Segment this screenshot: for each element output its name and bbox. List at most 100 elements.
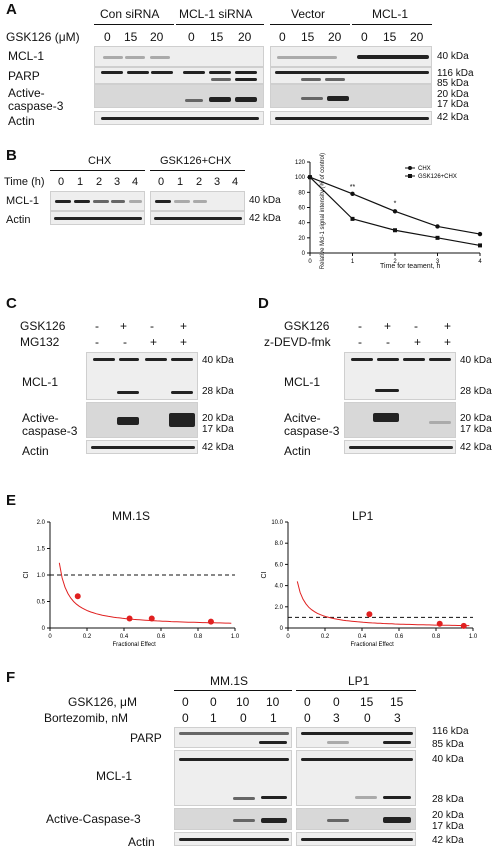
y-tick-label: 80 xyxy=(298,190,305,196)
blot-f-lp1-actin xyxy=(296,832,416,846)
row-label-parp: PARP xyxy=(130,731,162,745)
blot-c-caspase3 xyxy=(86,402,198,438)
dose-label: 20 xyxy=(238,30,252,44)
time-value: 3 xyxy=(214,176,221,188)
marker-28: 28 kDa xyxy=(202,386,234,397)
marker-42: 42 kDa xyxy=(249,213,281,224)
zdevd-label: z-DEVD-fmk xyxy=(264,335,331,349)
x-tick-label: 1.0 xyxy=(231,634,240,640)
bort-dose: 3 xyxy=(394,711,401,725)
marker-42: 42 kDa xyxy=(437,112,469,123)
x-tick-label: 0.6 xyxy=(395,634,404,640)
y-tick-label: 0 xyxy=(280,626,284,632)
gsk126-label: GSK126 xyxy=(284,319,330,333)
gsk-label: GSK126, μM xyxy=(68,695,137,709)
sign: + xyxy=(150,335,158,349)
x-tick-label: 0 xyxy=(48,634,52,640)
marker-28: 28 kDa xyxy=(460,386,492,397)
row-label-mcl1: MCL-1 xyxy=(284,375,321,389)
legend-label: CHX xyxy=(418,166,431,172)
x-tick-label: 0.2 xyxy=(321,634,330,640)
panel-a-label: A xyxy=(6,1,17,18)
dose-label: 0 xyxy=(188,30,195,44)
row-label-active: Active- xyxy=(8,86,45,100)
dose-label: 15 xyxy=(301,30,315,44)
sign: - xyxy=(95,335,99,349)
row-label-active-caspase3: Active-Caspase-3 xyxy=(46,812,141,826)
x-tick-label: 0 xyxy=(286,634,290,640)
blot-d-mcl1 xyxy=(344,352,456,400)
row-label-caspase3: caspase-3 xyxy=(22,424,78,438)
significance-annotation: * xyxy=(394,200,397,207)
data-point xyxy=(350,191,355,197)
row-label-actin: Actin xyxy=(128,835,155,849)
x-axis-label: Fractional Effect xyxy=(113,642,157,648)
data-point xyxy=(350,216,355,221)
ci-point xyxy=(148,615,155,622)
x-tick-label: 0.4 xyxy=(120,634,129,640)
group-underline xyxy=(270,24,350,25)
dose-label: 0 xyxy=(104,30,111,44)
x-tick-label: 3 xyxy=(436,259,440,265)
gsk-dose: 10 xyxy=(236,695,250,709)
legend-marker xyxy=(408,174,412,178)
marker-40: 40 kDa xyxy=(432,754,464,765)
ci-point xyxy=(74,593,81,600)
blot-f-mm1s-mcl1 xyxy=(174,750,292,806)
bort-dose: 3 xyxy=(333,711,340,725)
dose-label: 20 xyxy=(328,30,342,44)
blot-a-right-mcl1 xyxy=(270,46,432,67)
x-tick-label: 0.8 xyxy=(194,634,203,640)
marker-42: 42 kDa xyxy=(432,835,464,846)
group-underline xyxy=(174,690,292,691)
dose-label: 20 xyxy=(410,30,424,44)
row-label-actin: Actin xyxy=(284,444,311,458)
marker-42: 42 kDa xyxy=(202,442,234,453)
bort-dose: 0 xyxy=(240,711,247,725)
group-underline xyxy=(296,690,416,691)
blot-f-mm1s-actin xyxy=(174,832,292,846)
ci-point xyxy=(207,618,214,625)
blot-b-gsk-mcl1 xyxy=(150,191,245,211)
time-value: 1 xyxy=(77,176,84,188)
dose-label: 0 xyxy=(361,30,368,44)
data-point xyxy=(393,228,397,233)
y-tick-label: 1.5 xyxy=(37,547,46,553)
row-label-actin: Actin xyxy=(6,214,31,226)
sign: + xyxy=(180,335,188,349)
marker-40: 40 kDa xyxy=(249,195,281,206)
x-axis-label: Fractional Effect xyxy=(351,642,395,648)
sign: + xyxy=(384,319,392,333)
sign: + xyxy=(414,335,422,349)
marker-40: 40 kDa xyxy=(202,355,234,366)
y-tick-label: 6.0 xyxy=(275,562,284,568)
mg132-label: MG132 xyxy=(20,335,60,349)
gsk-dose: 0 xyxy=(304,695,311,709)
row-label-actin: Actin xyxy=(8,114,35,128)
time-value: 2 xyxy=(196,176,203,188)
row-label-mcl1: MCL-1 xyxy=(22,375,59,389)
sign: + xyxy=(180,319,188,333)
group-con-sirna: Con siRNA xyxy=(100,7,160,21)
chart-b-ylabel: Relative Mcl-1 signal intensity (% of co… xyxy=(320,152,326,270)
y-tick-label: 0.5 xyxy=(37,600,46,606)
x-tick-label: 0.4 xyxy=(358,634,367,640)
x-tick-label: 0 xyxy=(308,259,312,265)
legend-label: GSK126+CHX xyxy=(418,174,457,180)
data-point xyxy=(392,209,398,214)
time-value: 2 xyxy=(96,176,103,188)
x-tick-label: 1 xyxy=(351,259,355,265)
marker-20: 20 kDa xyxy=(460,413,492,424)
x-tick-label: 0.2 xyxy=(83,634,92,640)
sign: - xyxy=(95,319,99,333)
dose-label: 15 xyxy=(210,30,224,44)
blot-a-right-caspase3 xyxy=(270,84,432,108)
x-tick-label: 0.6 xyxy=(157,634,166,640)
gsk-dose: 15 xyxy=(390,695,404,709)
y-tick-label: 120 xyxy=(295,160,306,166)
blot-b-chx-mcl1 xyxy=(50,191,145,211)
data-point xyxy=(478,243,482,248)
marker-28: 28 kDa xyxy=(432,794,464,805)
sign: - xyxy=(414,319,418,333)
